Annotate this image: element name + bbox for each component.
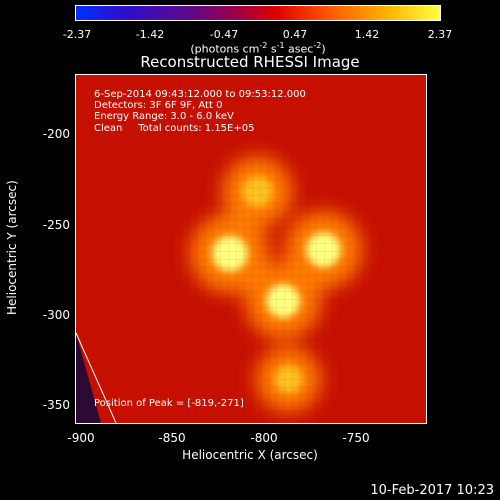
colorbar	[75, 5, 441, 21]
footer-timestamp: 10-Feb-2017 10:23	[370, 483, 494, 498]
colorbar-tick: 1.42	[354, 28, 380, 41]
colorbar-tick: -2.37	[62, 28, 92, 41]
colorbar-tick: -0.47	[209, 28, 239, 41]
x-tick: -750	[342, 431, 370, 445]
image-plot: 6-Sep-2014 09:43:12.000 to 09:53:12.000 …	[75, 74, 427, 424]
y-axis-label: Heliocentric Y (arcsec)	[5, 180, 19, 315]
info-detectors: Detectors: 3F 6F 9F, Att 0	[94, 100, 223, 111]
y-tick: -350	[42, 398, 70, 412]
info-peak: Position of Peak = [-819,-271]	[94, 398, 244, 409]
colorbar-units: (photons cm-2 s-1 asec-2)	[190, 41, 326, 56]
y-tick: -300	[42, 308, 70, 322]
heatmap-svg	[76, 75, 426, 423]
colorbar-tick: -1.42	[135, 28, 165, 41]
y-tick: -250	[42, 218, 70, 232]
x-tick: -900	[67, 431, 95, 445]
info-time: 6-Sep-2014 09:43:12.000 to 09:53:12.000	[94, 89, 306, 100]
image-title: Reconstructed RHESSI Image	[140, 53, 360, 71]
x-tick: -800	[250, 431, 278, 445]
colorbar-tick: 0.47	[282, 28, 308, 41]
info-clean: Clean Total counts: 1.15E+05	[94, 123, 255, 134]
y-tick: -200	[42, 127, 70, 141]
x-axis-label: Heliocentric X (arcsec)	[182, 448, 318, 462]
info-energy: Energy Range: 3.0 - 6.0 keV	[94, 111, 234, 122]
solar-limb-line	[76, 332, 117, 423]
x-tick: -850	[158, 431, 186, 445]
limb-region	[76, 305, 101, 423]
colorbar-tick: 2.37	[427, 28, 453, 41]
